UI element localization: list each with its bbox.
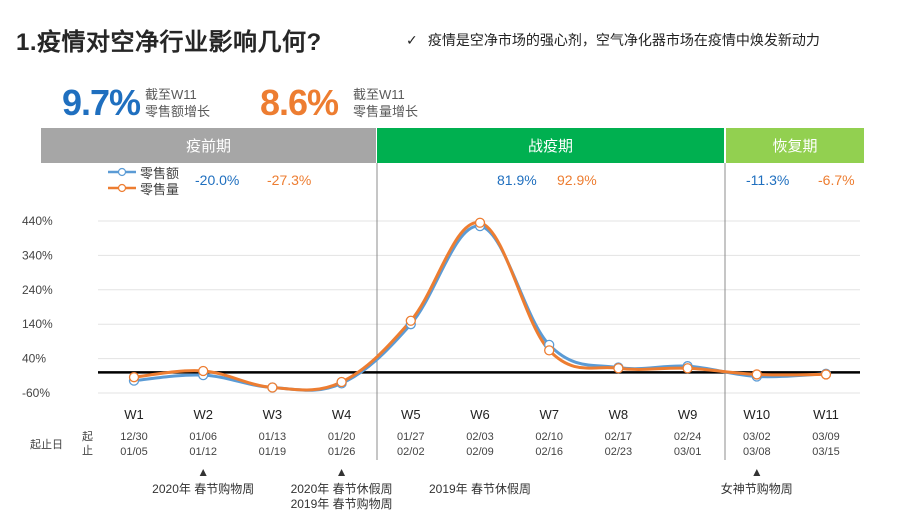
x-tick-label: W8 <box>609 407 629 422</box>
phase-recovery: 恢复期 <box>726 128 864 163</box>
check-icon: ✓ <box>406 32 418 48</box>
data-point-volume <box>336 376 347 388</box>
data-point-volume <box>544 345 555 356</box>
row-label-start-end-vertical: 起止 <box>82 430 93 457</box>
series-line-volume <box>133 221 827 392</box>
date-end-label: 02/02 <box>397 446 425 458</box>
date-end-label: 03/01 <box>674 446 702 458</box>
data-point-volume <box>474 217 486 228</box>
series-line-amount <box>133 224 827 392</box>
y-tick-label: 440% <box>22 214 53 228</box>
legend-label-amount: 零售额 <box>140 165 180 181</box>
kpi-volume-value: 8.6% <box>260 82 339 123</box>
data-point-volume <box>198 365 209 377</box>
x-tick-label: W2 <box>193 407 213 422</box>
legend: 零售额 零售量 <box>108 164 180 197</box>
annotation-label: 女神节购物周 <box>721 481 793 496</box>
date-start-label: 02/10 <box>535 431 563 443</box>
data-point-volume <box>682 363 693 374</box>
legend-label-volume: 零售量 <box>140 181 180 197</box>
phase-pre-epidemic: 疫前期 <box>41 128 376 163</box>
summary-pre-amount: -20.0% <box>195 172 240 188</box>
date-end-label: 01/05 <box>120 446 148 458</box>
date-end-label: 02/16 <box>535 446 563 458</box>
legend-swatch-volume <box>108 183 136 193</box>
date-start-label: 01/20 <box>328 431 356 443</box>
row-label-char: 止 <box>82 444 93 457</box>
annotation-label: 2019年 春节购物周 <box>291 496 393 511</box>
summary-fight-volume: 92.9% <box>557 172 597 188</box>
date-start-label: 03/09 <box>812 431 840 443</box>
date-start-label: 03/02 <box>743 431 771 443</box>
data-point-volume <box>267 382 278 393</box>
kpi-amount-label-2: 零售额增长 <box>145 104 211 119</box>
x-tick-label: W10 <box>743 407 770 422</box>
date-end-label: 02/09 <box>466 446 494 458</box>
summary-pre-volume: -27.3% <box>267 172 312 188</box>
triangle-icon: ▲ <box>197 465 209 479</box>
data-point-volume <box>405 315 416 326</box>
annotation-label: 2020年 春节休假周 <box>291 482 393 496</box>
row-label-start-end: 起止日 <box>30 438 63 451</box>
date-start-label: 01/27 <box>397 431 425 443</box>
x-tick-label: W11 <box>813 407 839 422</box>
date-start-label: 12/30 <box>120 431 148 443</box>
headline: ✓ 疫情是空净市场的强心剂，空气净化器市场在疫情中焕发新动力 <box>406 30 820 50</box>
date-end-label: 03/08 <box>743 446 771 458</box>
x-tick-label: W6 <box>470 407 490 422</box>
kpi-amount-value: 9.7% <box>62 82 141 123</box>
triangle-icon: ▲ <box>751 465 763 479</box>
x-tick-label: W3 <box>263 407 283 422</box>
kpi-volume-label-2: 零售量增长 <box>353 104 419 119</box>
page-title: 1.疫情对空净行业影响几何? <box>16 29 322 56</box>
legend-item-amount: 零售额 <box>108 164 180 181</box>
date-end-label: 01/26 <box>328 446 356 458</box>
data-point-volume <box>751 369 762 380</box>
date-start-label: 02/17 <box>605 431 633 443</box>
data-point-volume <box>820 369 832 380</box>
kpi-amount-label: 截至W11 零售额增长 <box>145 86 210 120</box>
date-end-label: 01/19 <box>259 446 287 458</box>
y-tick-label: 140% <box>22 317 53 331</box>
date-start-label: 01/06 <box>189 431 217 443</box>
date-end-label: 02/23 <box>605 446 633 458</box>
date-end-label: 03/15 <box>812 446 840 458</box>
x-tick-label: W5 <box>401 407 421 422</box>
x-axis: W1 12/30 01/05 W2 01/06 01/12 W3 01/13 01/19 W4 01… <box>120 407 840 458</box>
x-tick-label: W4 <box>332 407 352 422</box>
annotation-label: 2019年 春节休假周 <box>429 482 531 496</box>
kpi-volume-label: 截至W11 零售量增长 <box>353 86 418 120</box>
date-end-label: 01/12 <box>189 446 217 458</box>
y-tick-label: 240% <box>22 283 53 297</box>
y-tick-label: -60% <box>22 386 50 400</box>
date-start-label: 01/13 <box>259 431 287 443</box>
row-label-char: 起 <box>82 430 93 443</box>
kpi-volume-label-1: 截至W11 <box>353 87 405 102</box>
kpi-amount-label-1: 截至W11 <box>145 87 197 102</box>
legend-item-volume: 零售量 <box>108 180 180 197</box>
x-tick-label: W1 <box>124 407 144 422</box>
summary-recovery-amount: -11.3% <box>746 172 790 188</box>
annotation-label: 2020年 春节购物周 <box>152 481 254 496</box>
summary-recovery-volume: -6.7% <box>818 172 855 188</box>
headline-text: 疫情是空净市场的强心剂，空气净化器市场在疫情中焕发新动力 <box>427 32 820 48</box>
series <box>128 217 832 393</box>
phase-fighting: 战疫期 <box>377 128 724 163</box>
triangle-icon: ▲ <box>336 465 348 479</box>
x-tick-label: W7 <box>539 407 559 422</box>
x-tick-label: W9 <box>678 407 698 422</box>
summary-fight-amount: 81.9% <box>497 172 537 188</box>
y-tick-label: 340% <box>22 248 53 262</box>
date-start-label: 02/03 <box>466 431 494 443</box>
data-point-volume <box>128 372 140 383</box>
y-tick-label: 40% <box>22 352 46 366</box>
date-start-label: 02/24 <box>674 431 702 443</box>
grid <box>98 220 860 394</box>
legend-swatch-amount <box>108 167 136 177</box>
data-point-volume <box>613 363 624 374</box>
